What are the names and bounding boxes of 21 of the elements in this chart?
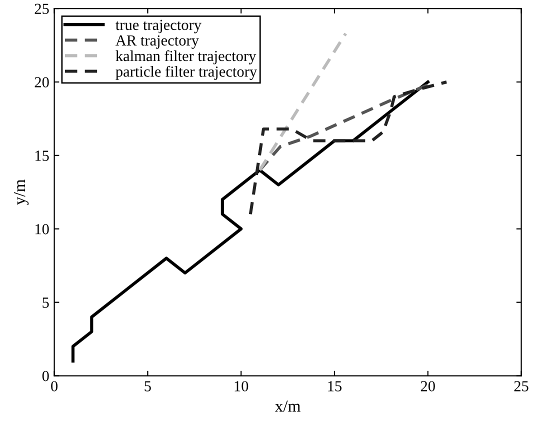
- y-tick-label: 20: [34, 77, 49, 88]
- x-tick-label: 15: [328, 381, 342, 392]
- x-tick-label: 0: [51, 381, 58, 392]
- y-axis-title: y/m: [14, 179, 29, 205]
- legend-label: AR trajectory: [116, 35, 199, 49]
- x-tick-label: 10: [234, 381, 248, 392]
- x-tick-label: 25: [514, 381, 528, 392]
- line-series: [248, 80, 448, 216]
- y-tick-label: 10: [36, 224, 49, 234]
- x-tick-label: 5: [144, 381, 151, 392]
- y-tick-label: 5: [42, 298, 49, 308]
- y-tick-label: 25: [34, 4, 49, 14]
- y-tick-label: 0: [42, 370, 49, 382]
- line-series: [71, 80, 430, 363]
- legend-label: true trajectory: [116, 20, 202, 34]
- legend-label: particle filter trajectory: [116, 66, 258, 80]
- y-tick-label: 15: [36, 150, 49, 161]
- line-series: [258, 83, 430, 172]
- x-axis-title: x/m: [274, 400, 300, 412]
- legend-label: kalman filter trajectory: [116, 50, 256, 64]
- x-tick-label: 20: [420, 381, 435, 392]
